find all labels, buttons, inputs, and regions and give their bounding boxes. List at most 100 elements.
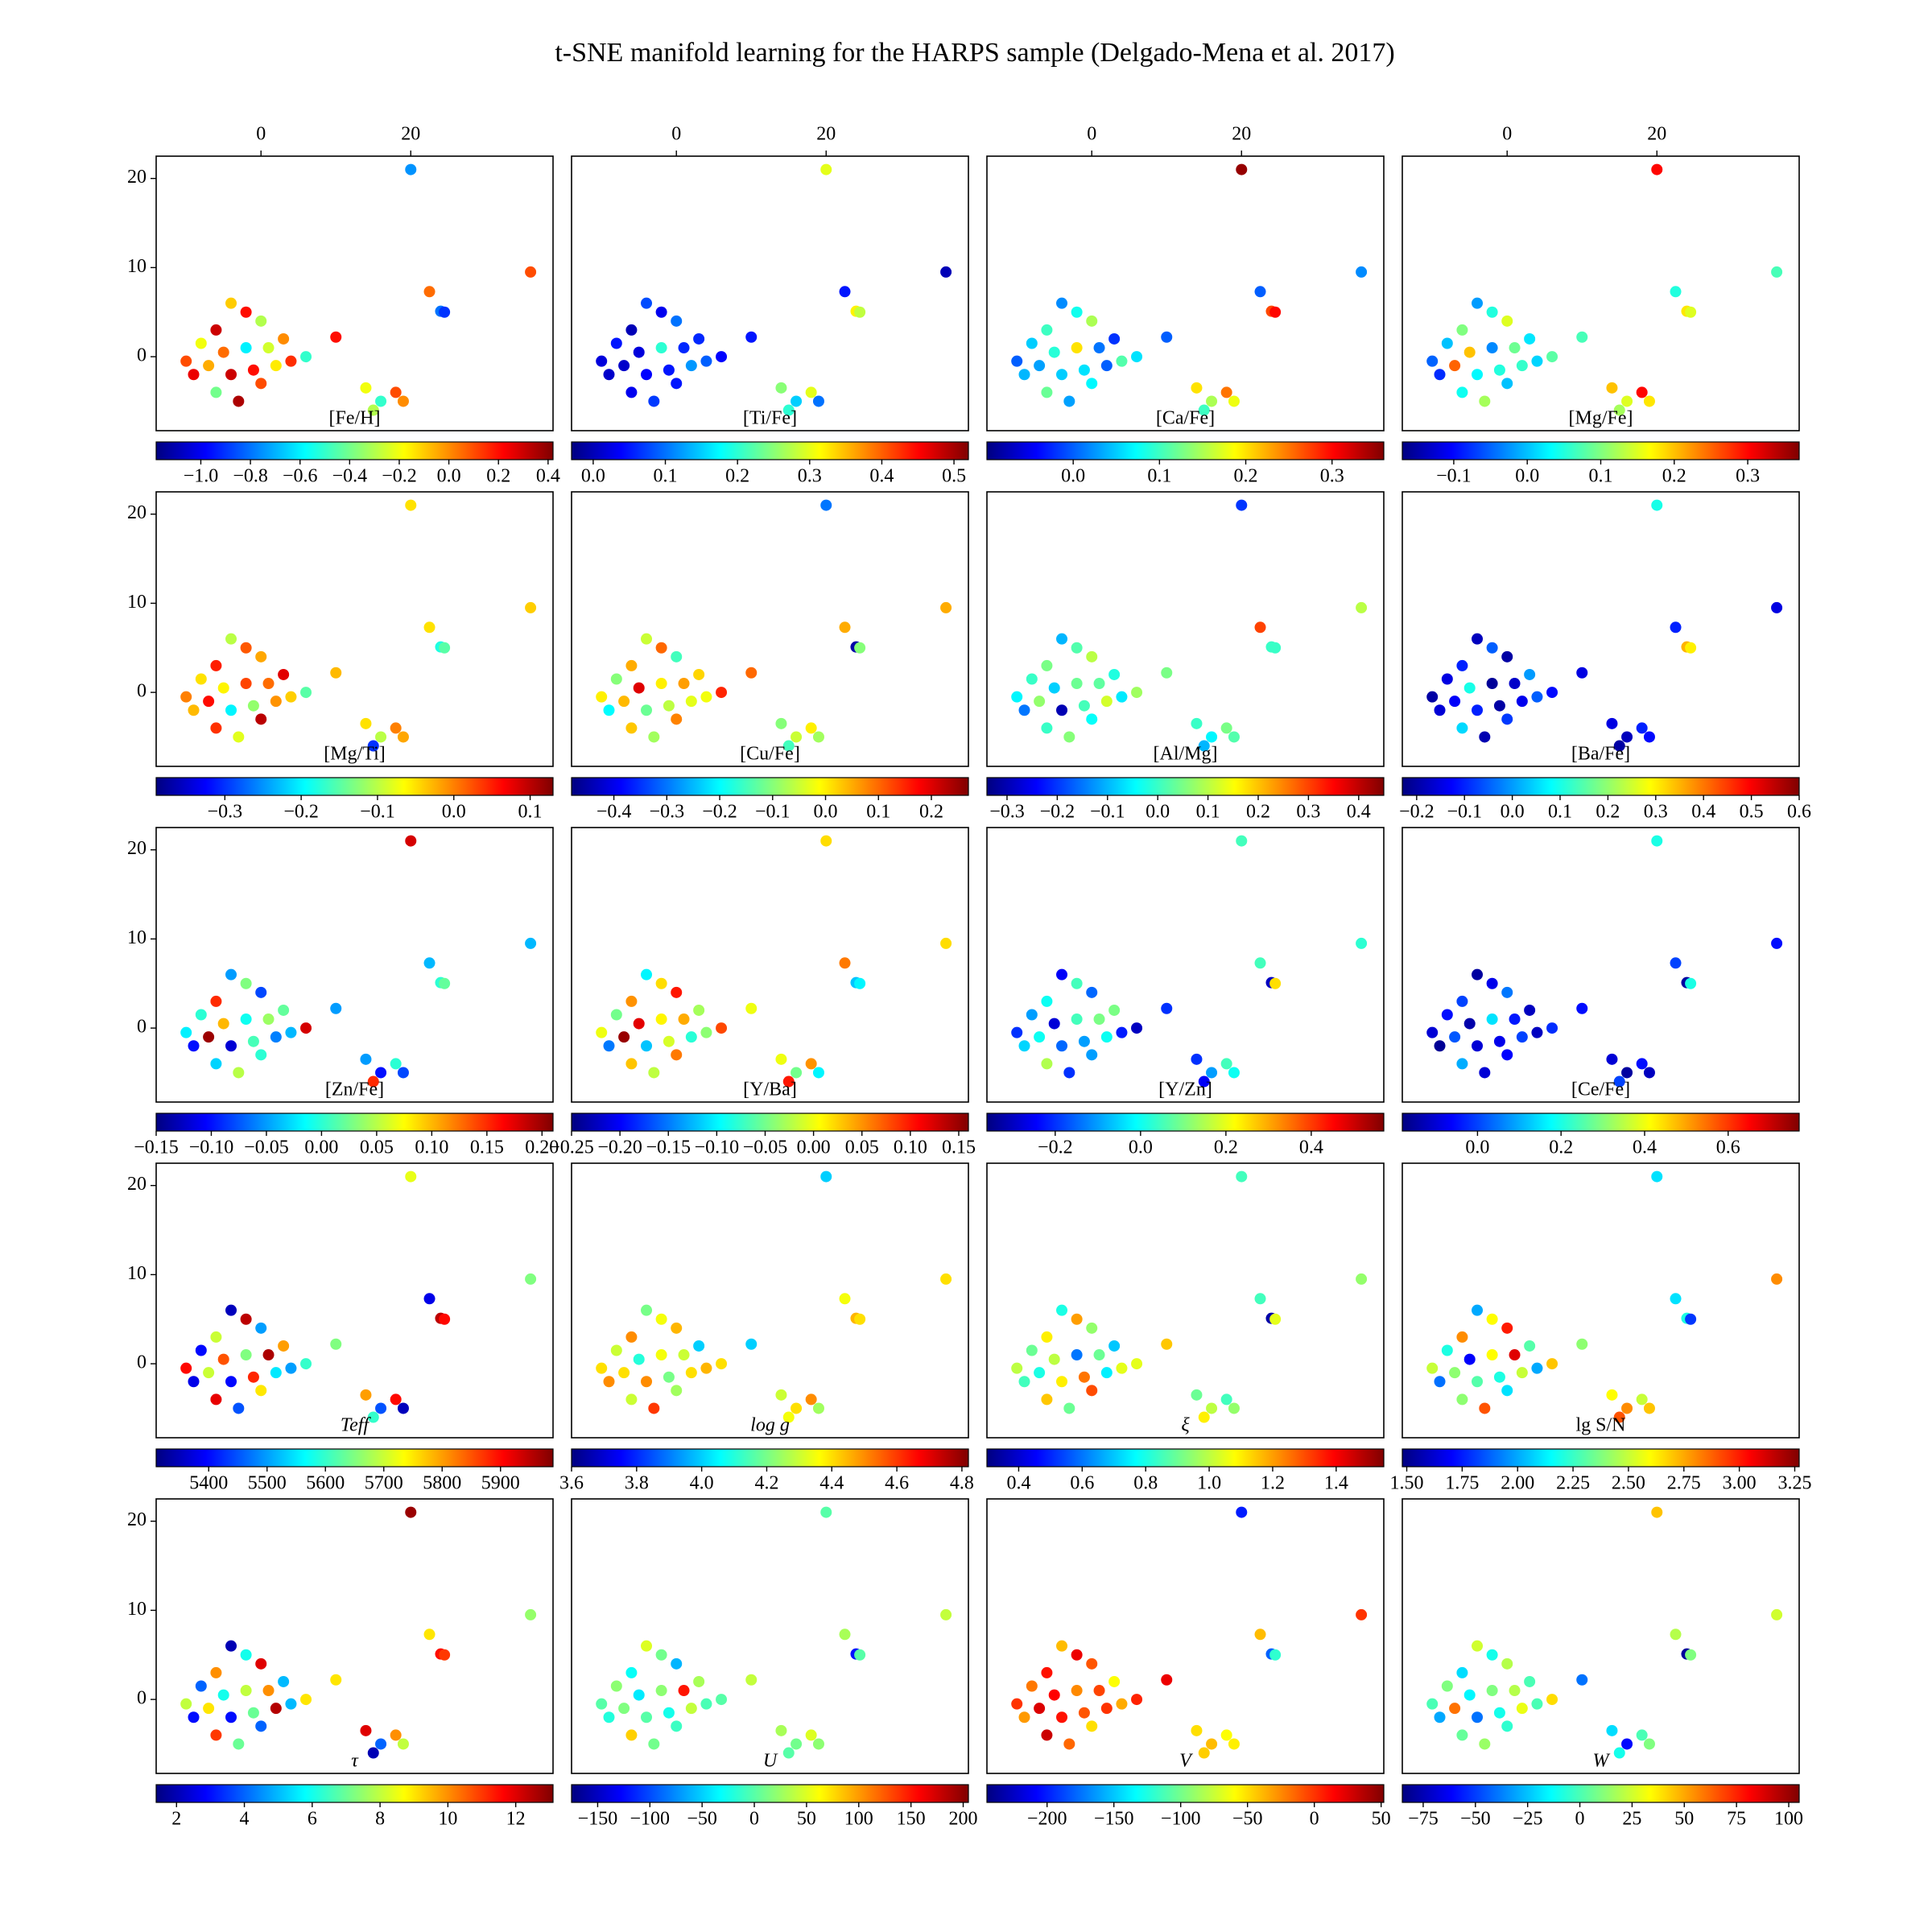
- point: [240, 1313, 252, 1325]
- point: [262, 678, 275, 690]
- point: [439, 642, 451, 654]
- colorbar-tick-label: 3.6: [559, 1473, 584, 1494]
- colorbar-tick-label: 0.4: [1691, 802, 1715, 823]
- point: [390, 1729, 402, 1741]
- point: [1479, 1738, 1491, 1750]
- colorbar-tick-label: 0.2: [725, 466, 749, 487]
- colorbar: [155, 1448, 554, 1468]
- point: [1472, 1040, 1484, 1052]
- point: [1463, 346, 1476, 358]
- axes-frame: [155, 1162, 554, 1439]
- point: [655, 306, 667, 318]
- point: [671, 1657, 683, 1670]
- point: [1449, 696, 1461, 708]
- point: [210, 722, 222, 734]
- subplot: [Al/Mg] −0.3 −0.2 −0.1 0.0 0.1 0.2 0.3 0.4: [986, 491, 1385, 823]
- colorbar: [571, 1448, 969, 1468]
- point: [1531, 1698, 1543, 1710]
- point: [203, 1367, 215, 1379]
- colorbar-tick-label: −25: [1513, 1809, 1543, 1830]
- panel-label: log g: [750, 1415, 790, 1436]
- point: [1613, 740, 1625, 752]
- point: [1228, 395, 1240, 407]
- point: [1116, 1698, 1128, 1710]
- point: [1093, 1349, 1105, 1361]
- point: [1516, 696, 1528, 708]
- point: [1636, 722, 1648, 734]
- point: [262, 342, 275, 354]
- point: [255, 1385, 267, 1397]
- point: [375, 395, 387, 407]
- point: [255, 1720, 267, 1732]
- point: [1220, 1729, 1232, 1741]
- point: [854, 306, 866, 318]
- point: [210, 995, 222, 1007]
- point: [1472, 704, 1484, 716]
- point: [625, 324, 638, 336]
- point: [1771, 937, 1783, 949]
- colorbar-tick-label: −0.25: [549, 1137, 594, 1158]
- point: [1206, 1402, 1218, 1414]
- point: [1524, 1675, 1536, 1687]
- axes-frame: [571, 827, 969, 1103]
- point: [1546, 687, 1558, 699]
- point: [1426, 1698, 1439, 1710]
- point: [820, 1170, 832, 1183]
- panel-label: [Zn/Fe]: [325, 1080, 384, 1100]
- point: [240, 1649, 252, 1661]
- point: [1018, 1376, 1030, 1388]
- point: [820, 163, 832, 175]
- colorbar-tick-label: 0.3: [1296, 802, 1320, 823]
- colorbar-tick-label: 2.50: [1612, 1473, 1645, 1494]
- point: [1531, 691, 1543, 703]
- colorbar-tick-label: 12: [506, 1809, 526, 1830]
- colorbar-tick-label: 0.0: [1515, 466, 1539, 487]
- point: [255, 1657, 267, 1670]
- point: [671, 1322, 683, 1334]
- point: [270, 696, 282, 708]
- point: [1670, 286, 1682, 298]
- point: [525, 937, 537, 949]
- colorbar-tick-label: 3.00: [1723, 1473, 1757, 1494]
- colorbar-tick-label: −0.10: [189, 1137, 234, 1158]
- point: [596, 1026, 608, 1038]
- point: [270, 1031, 282, 1043]
- point: [195, 1009, 207, 1021]
- colorbar: [986, 441, 1385, 460]
- colorbar-tick-label: 200: [949, 1809, 978, 1830]
- point: [1198, 1411, 1210, 1423]
- colorbar-tick-label: 0.15: [942, 1137, 976, 1158]
- point: [240, 306, 252, 318]
- point: [1501, 1720, 1513, 1732]
- point: [1509, 678, 1521, 690]
- point: [1441, 337, 1453, 349]
- point: [663, 1035, 675, 1047]
- point: [233, 395, 245, 407]
- point: [693, 668, 705, 680]
- point: [1479, 731, 1491, 743]
- colorbar-tick-label: −0.20: [597, 1137, 642, 1158]
- point: [1546, 351, 1558, 363]
- point: [839, 286, 851, 298]
- point: [1086, 1322, 1098, 1334]
- point: [1228, 731, 1240, 743]
- point: [1576, 331, 1588, 343]
- point: [423, 286, 436, 298]
- point: [225, 369, 237, 381]
- point: [1771, 1608, 1783, 1620]
- point: [610, 673, 622, 685]
- colorbar: [1402, 1448, 1800, 1468]
- point: [210, 1331, 222, 1343]
- point: [439, 977, 451, 989]
- point: [270, 360, 282, 372]
- axes-frame: [986, 1498, 1385, 1774]
- point: [693, 332, 705, 345]
- point: [360, 717, 372, 729]
- point: [240, 1685, 252, 1697]
- point: [210, 324, 222, 336]
- colorbar-tick-label: 10: [438, 1809, 457, 1830]
- subplot: [Y/Ba] −0.25 −0.20 −0.15 −0.10 −0.05 0.00 0.05 0…: [549, 827, 976, 1158]
- colorbar-tick-label: 0.2: [486, 466, 510, 487]
- subplot: V −200 −150 −100 −50 0 50: [986, 1498, 1391, 1830]
